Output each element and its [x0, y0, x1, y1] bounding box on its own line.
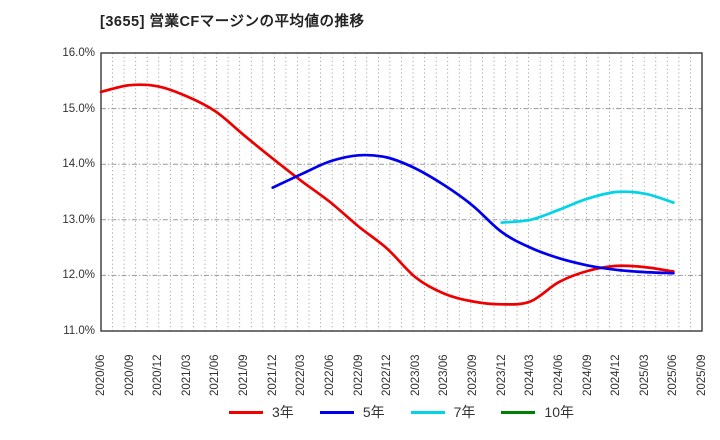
x-tick-label: 2024/12: [610, 354, 622, 396]
legend-label: 3年: [272, 404, 294, 420]
x-tick-label: 2023/09: [467, 354, 479, 396]
legend-label: 5年: [362, 404, 385, 420]
legend-item: 7年: [410, 403, 476, 421]
x-tick-label: 2021/03: [181, 354, 193, 396]
y-tick-label: 16.0%: [62, 47, 95, 59]
legend-swatch: [501, 410, 536, 414]
legend-label: 10年: [544, 404, 574, 420]
x-tick-label: 2022/09: [353, 354, 365, 396]
legend: 3年 5年 7年 10年: [101, 403, 702, 421]
x-tick-label: 2024/03: [524, 354, 536, 396]
x-tick-label: 2020/09: [124, 354, 136, 396]
legend-item: 10年: [501, 403, 574, 421]
x-tick-label: 2022/06: [324, 354, 336, 396]
x-tick-label: 2021/09: [238, 354, 250, 396]
x-tick-label: 2024/09: [582, 354, 594, 396]
x-tick-label: 2022/03: [295, 354, 307, 396]
x-tick-label: 2025/09: [696, 354, 708, 396]
legend-item: 3年: [229, 403, 294, 421]
x-tick-label: 2025/06: [667, 354, 679, 396]
legend-swatch: [229, 410, 264, 414]
x-tick-label: 2023/12: [496, 354, 508, 396]
x-tick-label: 2023/03: [410, 354, 422, 396]
legend-swatch: [319, 410, 354, 414]
x-tick-label: 2022/12: [381, 354, 393, 396]
y-tick-label: 11.0%: [63, 325, 95, 337]
series-line-5y: [271, 153, 675, 275]
legend-item: 5年: [319, 403, 385, 421]
x-tick-label: 2025/03: [639, 354, 651, 396]
x-tick-label: 2021/12: [267, 354, 279, 396]
chart-title: [3655] 営業CFマージンの平均値の推移: [100, 14, 365, 30]
plot-border: [100, 52, 703, 332]
y-tick-label: 13.0%: [62, 214, 95, 226]
y-tick-label: 15.0%: [62, 103, 95, 115]
x-tick-label: 2024/06: [553, 354, 565, 396]
x-tick-label: 2023/06: [438, 354, 450, 396]
y-tick-label: 14.0%: [62, 158, 95, 170]
x-tick-label: 2020/06: [95, 354, 107, 396]
legend-swatch: [410, 410, 445, 414]
x-tick-label: 2020/12: [152, 354, 164, 396]
legend-label: 7年: [453, 404, 476, 420]
series-line-3y: [99, 83, 675, 306]
y-tick-label: 12.0%: [62, 269, 95, 281]
x-tick-label: 2021/06: [209, 354, 221, 396]
series-line-7y: [500, 190, 675, 224]
